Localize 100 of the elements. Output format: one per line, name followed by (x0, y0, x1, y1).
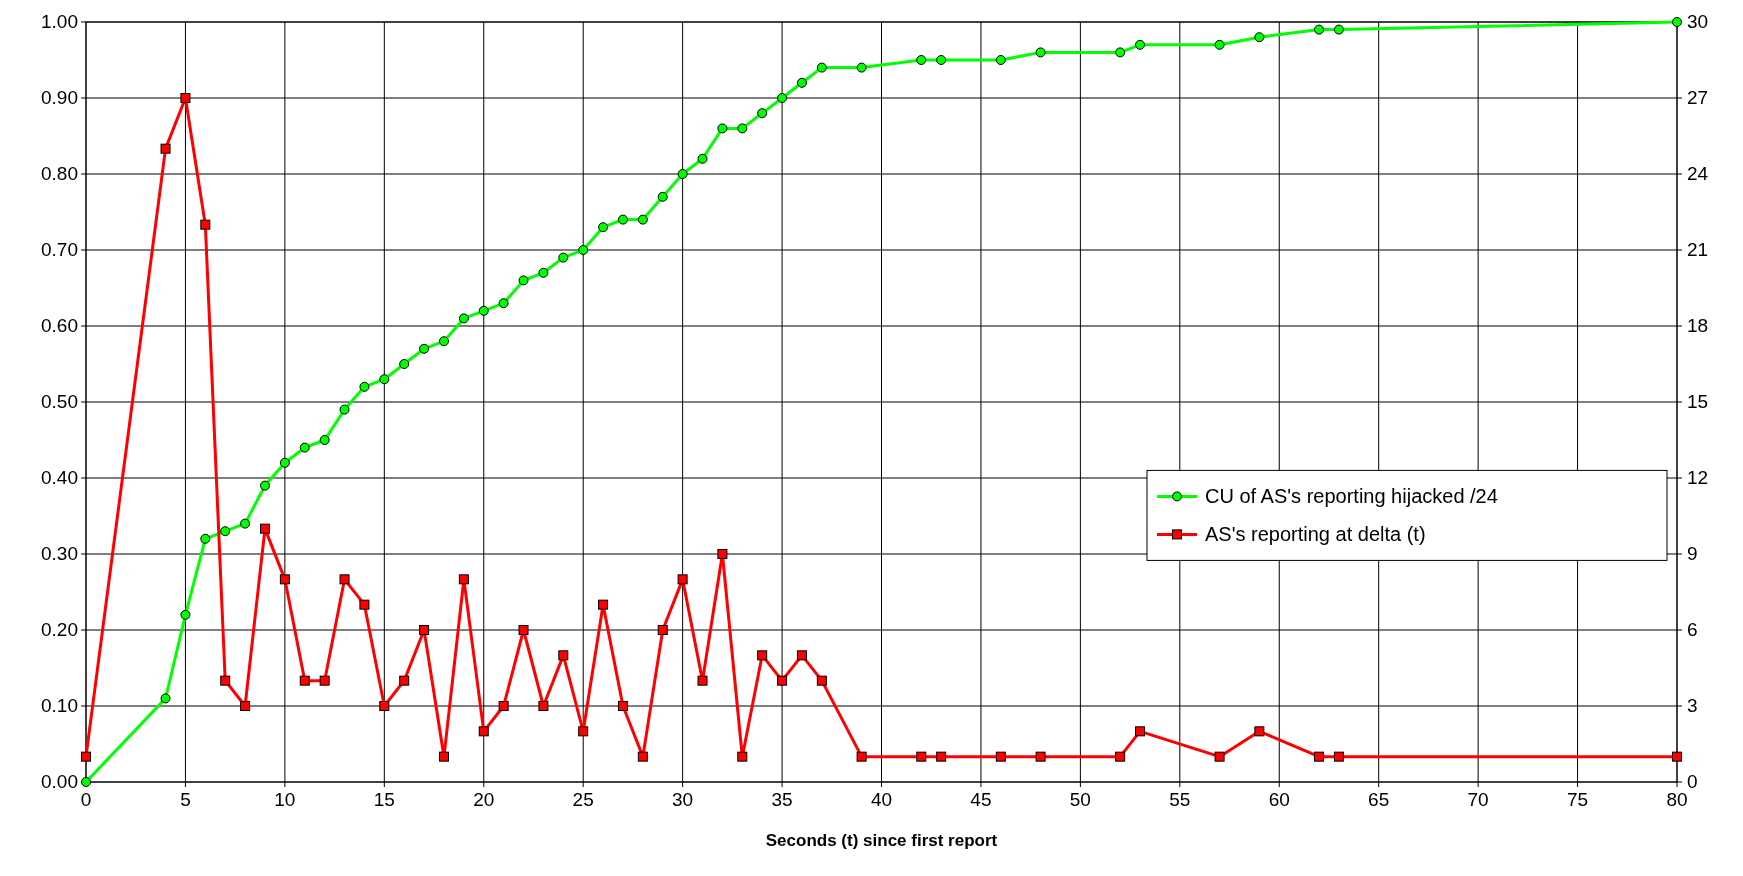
point (578, 245, 589, 255)
point (916, 55, 927, 65)
point (518, 625, 529, 635)
x-tick-label: 55 (1169, 789, 1191, 810)
y-tick-label: 0.40 (41, 467, 78, 488)
y-tick-label: 0.80 (41, 163, 78, 184)
point (1115, 751, 1126, 762)
point (637, 751, 648, 762)
y-tick-label: 0.30 (41, 543, 78, 564)
legend-label: CU of AS's reporting hijacked /24 (1205, 485, 1498, 508)
y-tick-label: 0.00 (41, 771, 78, 792)
y2-tick-label: 21 (1687, 239, 1709, 260)
point (279, 457, 290, 468)
point (617, 701, 628, 711)
point (419, 343, 430, 354)
x-tick-label: 30 (672, 789, 694, 810)
y2-tick-label: 15 (1687, 391, 1709, 412)
y2-tick-label: 12 (1687, 467, 1709, 488)
x-tick-label: 5 (180, 789, 191, 810)
point (538, 701, 549, 711)
y2-tick-label: 18 (1687, 315, 1709, 336)
point (279, 574, 290, 585)
point (81, 751, 91, 762)
x-tick-label: 25 (572, 789, 594, 810)
x-tick-label: 80 (1666, 789, 1688, 810)
point (757, 650, 768, 661)
point (1314, 24, 1325, 35)
point (478, 305, 489, 316)
point (796, 77, 807, 88)
point (240, 518, 251, 529)
point (220, 675, 231, 686)
y2-tick-label: 0 (1687, 771, 1698, 792)
point (379, 374, 390, 385)
point (856, 751, 867, 762)
point (299, 442, 310, 453)
x-tick-label: 15 (373, 789, 395, 810)
x-tick-label: 75 (1566, 789, 1589, 810)
point (339, 404, 350, 415)
point (697, 675, 708, 686)
point (458, 313, 469, 324)
point (359, 381, 370, 392)
point (856, 62, 867, 73)
point (995, 751, 1006, 762)
point (180, 93, 191, 103)
point (1135, 39, 1146, 50)
point (1254, 32, 1265, 43)
point (796, 650, 807, 661)
point (737, 123, 748, 134)
point (717, 123, 728, 134)
y-tick-label: 1.00 (41, 11, 78, 32)
y-tick-label: 0.20 (41, 619, 78, 640)
point (1314, 751, 1325, 762)
x-tick-label: 20 (473, 789, 495, 810)
legend-label: AS's reporting at delta (t) (1205, 523, 1426, 546)
point (1115, 47, 1126, 58)
point (518, 275, 529, 286)
point (299, 675, 310, 686)
x-tick-label: 10 (274, 789, 296, 810)
point (259, 480, 270, 491)
point (200, 533, 211, 544)
point (717, 549, 728, 559)
point (558, 650, 569, 661)
x-tick-label: 50 (1069, 789, 1091, 810)
point (160, 693, 171, 704)
y2-tick-label: 24 (1687, 163, 1709, 184)
point (498, 701, 509, 711)
point (220, 526, 231, 537)
x-tick-label: 60 (1268, 789, 1290, 810)
point (617, 214, 628, 225)
point (637, 214, 648, 225)
point (737, 751, 748, 762)
point (657, 191, 668, 202)
point (1035, 47, 1046, 58)
point (359, 599, 370, 610)
point (538, 267, 549, 278)
point (816, 62, 827, 73)
point (1135, 726, 1146, 737)
point (399, 359, 410, 369)
y-tick-label: 0.60 (41, 315, 78, 336)
y2-tick-label: 30 (1687, 11, 1709, 32)
point (916, 751, 927, 762)
point (578, 726, 589, 737)
point (777, 675, 788, 686)
point (160, 143, 171, 154)
point (438, 751, 449, 762)
point (558, 252, 569, 263)
point (598, 599, 609, 610)
y2-tick-label: 3 (1687, 695, 1698, 716)
point (438, 336, 449, 347)
point (339, 574, 350, 585)
point (1035, 751, 1046, 762)
point (777, 93, 788, 103)
point (458, 574, 469, 585)
point (995, 55, 1006, 65)
point (319, 435, 330, 445)
y2-tick-label: 6 (1687, 619, 1698, 640)
point (419, 625, 430, 635)
point (319, 675, 330, 686)
point (757, 108, 768, 119)
point (259, 523, 270, 534)
